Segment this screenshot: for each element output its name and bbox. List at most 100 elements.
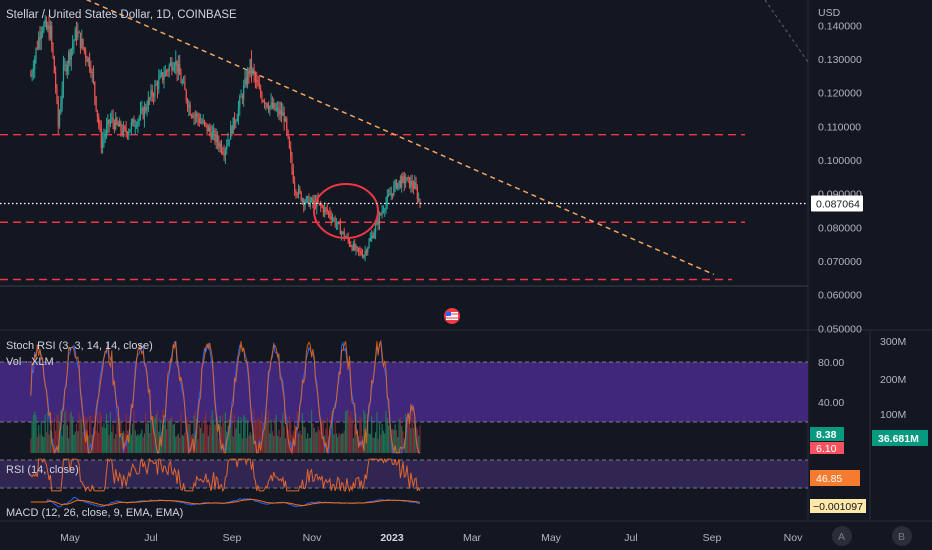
candle-body	[74, 29, 76, 41]
candle-body	[173, 65, 176, 69]
stoch-rsi-band	[0, 362, 808, 422]
volume-bar	[310, 409, 313, 453]
volume-bar	[233, 414, 236, 453]
candle-body	[403, 176, 405, 184]
volume-bar	[216, 415, 219, 453]
candle-body	[380, 214, 382, 215]
volume-bar	[121, 436, 123, 453]
candle-body	[85, 50, 87, 58]
volume-label[interactable]: Vol · XLM	[6, 356, 54, 368]
volume-bar	[270, 419, 272, 453]
volume-bar	[391, 428, 394, 453]
candle-body	[68, 52, 70, 65]
candle-body	[235, 121, 237, 124]
candle-body	[377, 220, 379, 225]
time-tick: Nov	[303, 532, 322, 544]
volume-bar	[193, 415, 195, 453]
candle-body	[224, 149, 226, 156]
candle-body	[75, 29, 78, 38]
volume-bar	[245, 437, 247, 453]
volume-bar	[45, 431, 48, 453]
volume-bar	[214, 424, 216, 453]
candle-body	[166, 70, 168, 72]
candle-body	[105, 125, 108, 135]
volume-bar	[211, 409, 213, 453]
volume-bar	[198, 424, 200, 453]
candlestick-series	[30, 15, 421, 262]
candle-body	[270, 102, 272, 106]
volume-bar	[237, 416, 240, 453]
candle-body	[57, 99, 59, 127]
volume-bar	[380, 434, 382, 453]
volume-bar	[367, 413, 369, 453]
volume-bar	[32, 414, 35, 453]
time-axis-ticks: May Jul Sep Nov 2023 Mar May Jul Sep Nov	[60, 532, 803, 544]
volume-bar	[215, 417, 217, 453]
volume-bar	[254, 419, 257, 453]
candle-body	[62, 65, 65, 90]
volume-bar	[411, 410, 413, 453]
descending-trend-line[interactable]	[45, 0, 715, 276]
candle-body	[40, 31, 42, 39]
volume-bar	[39, 434, 41, 453]
time-tick: Jul	[144, 532, 157, 544]
volume-bar	[389, 417, 391, 453]
volume-bar	[62, 424, 65, 453]
candle-body	[341, 232, 343, 235]
volume-bar	[346, 410, 348, 453]
candle-body	[79, 32, 82, 48]
candle-body	[286, 118, 288, 131]
candle-body	[103, 136, 105, 140]
volume-bar	[205, 411, 207, 453]
volume-bar	[297, 433, 300, 453]
main-pane	[0, 0, 808, 330]
consolidation-circle[interactable]	[313, 183, 379, 239]
candle-body	[201, 121, 203, 123]
candle-body	[43, 24, 45, 32]
candle-body	[38, 36, 40, 49]
volume-bar	[202, 433, 204, 453]
candle-body	[82, 38, 84, 48]
volume-bar	[334, 421, 336, 453]
log-scale-button[interactable]: B	[892, 526, 912, 546]
volume-bar	[143, 433, 146, 453]
volume-bar	[314, 432, 317, 453]
candle-body	[150, 90, 152, 99]
volume-bar	[286, 414, 288, 453]
volume-bar	[371, 415, 373, 453]
auto-scale-button[interactable]: A	[832, 526, 852, 546]
us-flag-icon[interactable]	[444, 308, 460, 324]
macd-label[interactable]: MACD (12, 26, close, 9, EMA, EMA)	[6, 507, 183, 519]
stoch-rsi-label[interactable]: Stoch RSI (3, 3, 14, 14, close)	[6, 340, 153, 352]
volume-bar	[352, 438, 354, 453]
volume-bar	[138, 435, 140, 453]
volume-bar	[34, 411, 36, 453]
candle-body	[196, 114, 198, 116]
volume-bar	[150, 410, 152, 453]
candle-body	[385, 202, 387, 210]
volume-bar	[394, 424, 396, 453]
candle-body	[56, 87, 58, 100]
candle-body	[291, 156, 293, 170]
volume-bar	[269, 433, 271, 453]
volume-bar	[203, 417, 206, 453]
candle-body	[254, 74, 257, 81]
macd-value-badge: −0.001097	[810, 499, 866, 513]
candle-body	[51, 25, 53, 44]
volume-bar	[309, 437, 311, 453]
volume-bar	[156, 409, 159, 453]
volume-bar	[116, 414, 118, 453]
candle-body	[141, 108, 143, 111]
candle-body	[337, 221, 339, 225]
volume-bar	[31, 421, 33, 453]
volume-bar	[218, 438, 220, 453]
volume-bar	[356, 433, 358, 453]
volume-bar	[64, 412, 66, 453]
rsi-label[interactable]: RSI (14, close)	[6, 464, 79, 476]
candle-body	[44, 20, 46, 25]
price-axis-unit: USD	[818, 7, 841, 19]
candle-body	[313, 200, 315, 203]
price-tick: 0.080000	[818, 222, 862, 234]
rsi-line	[30, 457, 421, 493]
candle-body	[326, 208, 328, 212]
